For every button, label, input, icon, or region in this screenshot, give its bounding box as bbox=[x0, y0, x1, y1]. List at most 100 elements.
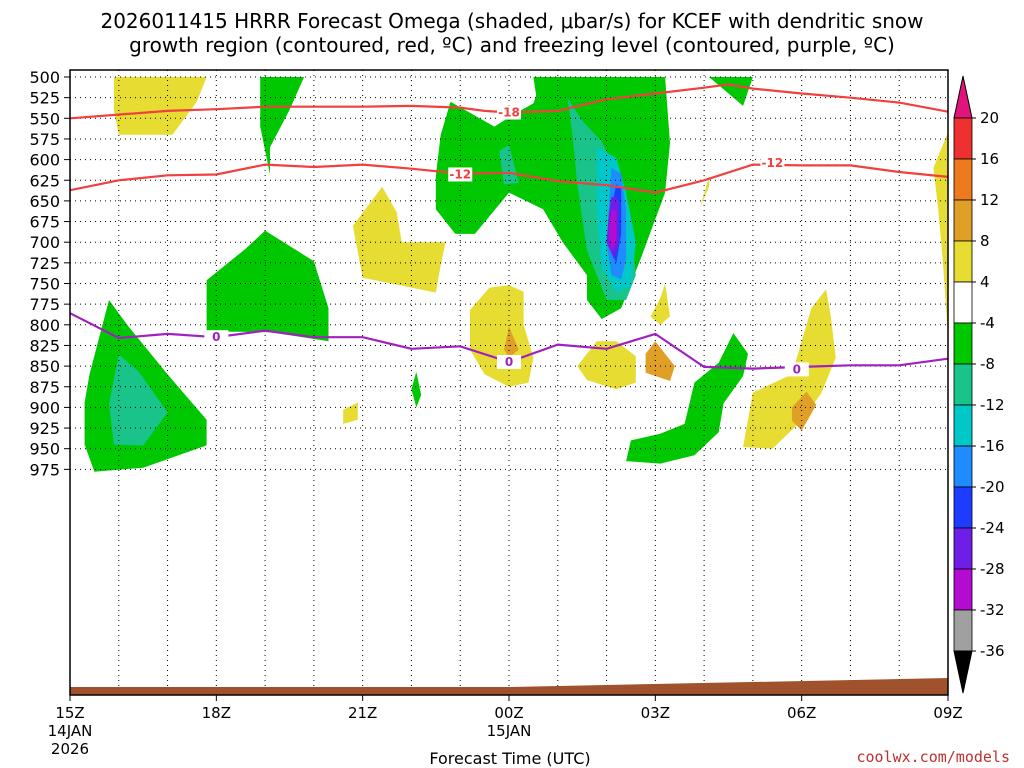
isotherm-label-bg bbox=[497, 105, 521, 120]
colorbar-label: -4 bbox=[980, 314, 995, 332]
colorbar-label: 12 bbox=[980, 191, 999, 209]
isotherm-label-bg bbox=[204, 330, 229, 345]
x-tick-label: 03Z bbox=[641, 704, 670, 722]
colorbar-bottom-arrow bbox=[953, 650, 973, 694]
omega-region-13 bbox=[206, 230, 329, 342]
colorbar-bin bbox=[953, 158, 973, 201]
omega-region-0 bbox=[113, 77, 207, 135]
omega-region-8 bbox=[343, 402, 358, 424]
y-tick-label: 800 bbox=[29, 316, 60, 335]
y-tick-label: 825 bbox=[29, 336, 60, 355]
omega-region-12 bbox=[260, 77, 305, 175]
x-tick-label: 09Z bbox=[933, 704, 962, 722]
y-tick-label: 675 bbox=[29, 213, 60, 232]
isotherm-label-bg bbox=[784, 362, 809, 377]
y-tick-label: 650 bbox=[29, 192, 60, 211]
omega-region-27 bbox=[626, 333, 748, 464]
terrain-ground bbox=[70, 678, 948, 695]
colorbar-bin bbox=[953, 281, 973, 324]
x-tick-label: 00Z bbox=[494, 704, 523, 722]
colorbar-label: -32 bbox=[980, 601, 1005, 619]
colorbar-bin bbox=[953, 322, 973, 365]
y-tick-label: 775 bbox=[29, 295, 60, 314]
isotherm-label-bg bbox=[448, 167, 473, 182]
omega-region-15 bbox=[109, 354, 168, 446]
isotherm-label: 0 bbox=[793, 362, 801, 376]
colorbar-bin bbox=[953, 117, 973, 160]
colorbar-label: 20 bbox=[980, 109, 999, 127]
colorbar-label: -24 bbox=[980, 519, 1005, 537]
colorbar-label: 4 bbox=[980, 273, 990, 291]
colorbar-bin bbox=[953, 445, 973, 488]
y-tick-label: 700 bbox=[29, 233, 60, 252]
colorbar-bin bbox=[953, 609, 973, 652]
isotherm-label: 0 bbox=[212, 330, 220, 344]
omega-region-9 bbox=[743, 289, 836, 449]
x-tick-label: 06Z bbox=[787, 704, 816, 722]
colorbar-label: -28 bbox=[980, 560, 1005, 578]
colorbar-label: -8 bbox=[980, 355, 995, 373]
omega-region-26 bbox=[709, 77, 753, 106]
credit-text: coolwx.com/models bbox=[856, 748, 1010, 766]
x-axis-title: Forecast Time (UTC) bbox=[429, 749, 590, 768]
isotherm-label: -18 bbox=[498, 106, 520, 120]
omega-region-11 bbox=[933, 132, 948, 338]
omega-region-16 bbox=[411, 371, 422, 408]
y-tick-label: 575 bbox=[29, 130, 60, 149]
y-axis: 5005255505756006256506757007257507758008… bbox=[29, 68, 70, 479]
omega-region-3 bbox=[504, 326, 519, 358]
colorbar-label: -12 bbox=[980, 396, 1005, 414]
colorbar-label: -36 bbox=[980, 642, 1005, 660]
colorbar-label: -16 bbox=[980, 437, 1005, 455]
colorbar-label: -20 bbox=[980, 478, 1005, 496]
isotherm-label: 0 bbox=[505, 355, 513, 369]
isotherm--12 bbox=[70, 163, 948, 194]
y-tick-label: 550 bbox=[29, 109, 60, 128]
omega-region-17 bbox=[435, 77, 670, 319]
chart-title-line1: 2026011415 HRRR Forecast Omega (shaded, … bbox=[100, 9, 923, 33]
isotherm-labels: -18 -12 -12 0 0 0 bbox=[204, 105, 809, 377]
omega-region-2 bbox=[470, 285, 534, 387]
omega-region-24 bbox=[609, 209, 617, 253]
y-tick-label: 850 bbox=[29, 357, 60, 376]
colorbar-label: 16 bbox=[980, 150, 999, 168]
x-tick-year: 2026 bbox=[51, 740, 89, 758]
colorbar-bin bbox=[953, 527, 973, 570]
isotherm-label-bg bbox=[497, 354, 521, 369]
x-tick-label: 15Z bbox=[55, 704, 84, 722]
colorbar: 20 16 12 8 4 -4 -8 -12 -16 -20 -24 -28 -32 -36 bbox=[953, 75, 1005, 694]
y-tick-label: 950 bbox=[29, 440, 60, 459]
colorbar-bin bbox=[953, 486, 973, 529]
colorbar-label: 8 bbox=[980, 232, 990, 250]
chart-title-line2: growth region (contoured, red, ºC) and f… bbox=[129, 33, 895, 57]
colorbar-top-arrow bbox=[953, 75, 973, 119]
y-tick-label: 900 bbox=[29, 398, 60, 417]
y-tick-label: 925 bbox=[29, 419, 60, 438]
colorbar-bin bbox=[953, 363, 973, 406]
y-tick-label: 750 bbox=[29, 275, 60, 294]
colorbar-bin bbox=[953, 404, 973, 447]
y-tick-label: 625 bbox=[29, 171, 60, 190]
y-tick-label: 875 bbox=[29, 378, 60, 397]
colorbar-bin bbox=[953, 568, 973, 611]
y-tick-label: 975 bbox=[29, 460, 60, 479]
colorbar-bin bbox=[953, 240, 973, 283]
omega-region-25 bbox=[533, 77, 578, 110]
x-tick-date: 14JAN bbox=[48, 722, 93, 740]
y-tick-label: 600 bbox=[29, 151, 60, 170]
y-tick-label: 525 bbox=[29, 89, 60, 108]
omega-region-1 bbox=[352, 186, 446, 293]
omega-region-5 bbox=[645, 341, 675, 381]
isotherm-label: -12 bbox=[762, 156, 784, 170]
omega-shaded-regions bbox=[84, 77, 948, 472]
colorbar-bin bbox=[953, 199, 973, 242]
omega-region-10 bbox=[791, 391, 817, 431]
x-tick-label: 18Z bbox=[202, 704, 231, 722]
y-tick-label: 500 bbox=[29, 68, 60, 87]
x-tick-label: 21Z bbox=[348, 704, 377, 722]
y-tick-label: 725 bbox=[29, 254, 60, 273]
x-tick-date: 15JAN bbox=[487, 722, 532, 740]
isotherm-label-bg bbox=[760, 155, 785, 170]
